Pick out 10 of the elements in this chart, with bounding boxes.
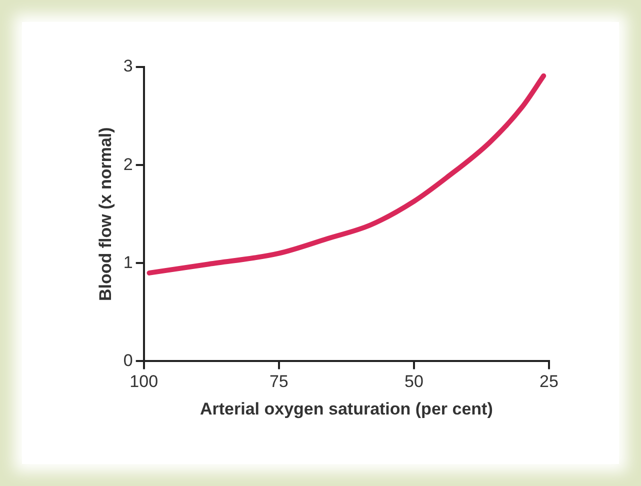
y-tick-label: 3 [123, 56, 133, 76]
y-tick-label: 1 [123, 252, 133, 272]
x-tick-label: 100 [130, 372, 158, 392]
x-tick-label: 25 [540, 372, 558, 392]
y-tick-label: 2 [123, 154, 133, 174]
x-axis-title: Arterial oxygen saturation (per cent) [200, 399, 493, 418]
x-tick-label: 75 [269, 372, 288, 392]
y-axis-title: Blood flow (x normal) [96, 127, 115, 301]
y-tick-label: 0 [123, 350, 133, 370]
x-tick-label: 50 [404, 372, 424, 392]
